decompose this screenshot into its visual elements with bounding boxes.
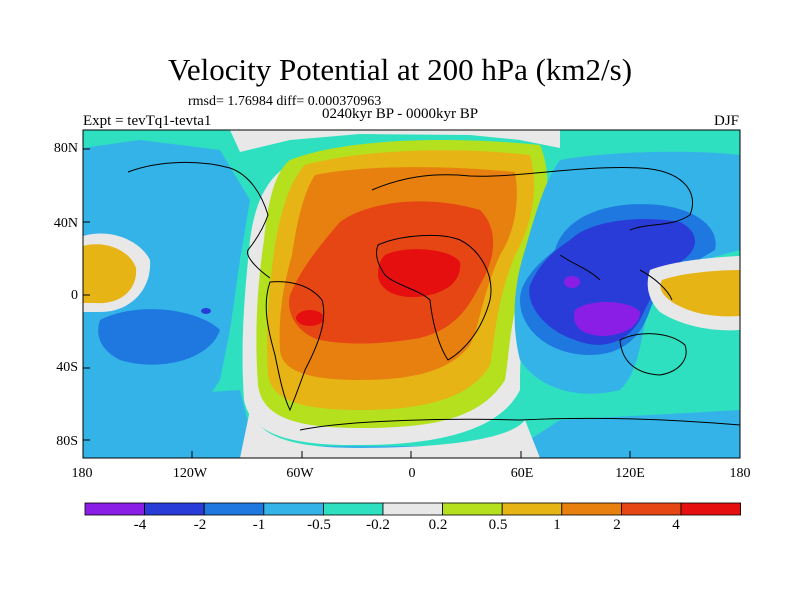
- coast-antarctica: [299, 417, 740, 431]
- colorbar-swatch: [84, 502, 145, 516]
- field-pacific-yellow: [83, 244, 137, 304]
- lon-label-180w: 180: [71, 466, 93, 481]
- lat-label-80s: 80S: [56, 434, 78, 449]
- colorbar-label: 4: [672, 517, 680, 533]
- colorbar-label: 2: [613, 517, 621, 533]
- lon-label-180e: 180: [729, 466, 751, 481]
- stats-text: rmsd= 1.76984 diff= 0.000370963: [188, 94, 382, 109]
- colorbar-label: -1: [252, 517, 266, 533]
- lon-label-60w: 60W: [286, 466, 314, 481]
- colorbar-swatch: [621, 502, 682, 516]
- field-south-white: [240, 410, 540, 458]
- coast-south-america: [265, 281, 325, 412]
- field-purple-spot: [564, 276, 580, 288]
- colorbar-label: 0.5: [488, 517, 508, 533]
- colorbar-label: -2: [193, 517, 207, 533]
- field-pacific-dark-spot: [201, 308, 211, 314]
- colorbar-swatch: [263, 502, 324, 516]
- coast-north-america: [127, 161, 271, 279]
- field-wpac-yellow: [660, 270, 740, 317]
- colorbar-label: -0.5: [307, 517, 331, 533]
- colorbar: [84, 502, 741, 516]
- colorbar-label: -4: [133, 517, 147, 533]
- colorbar-swatch: [144, 502, 205, 516]
- experiment-label: Expt = tevTq1-tevta1: [83, 113, 212, 129]
- field-pacific-blue: [98, 309, 220, 365]
- field-indian-dark-blue: [529, 219, 695, 345]
- field-purple-core: [574, 301, 640, 336]
- colorbar-label: 0.2: [428, 517, 448, 533]
- colorbar-swatch: [680, 502, 741, 516]
- coast-australia: [619, 333, 687, 376]
- lat-label-40s: 40S: [56, 360, 78, 375]
- coastlines: [127, 161, 740, 431]
- lat-label-80n: 80N: [53, 141, 78, 156]
- colorbar-label: 1: [553, 517, 561, 533]
- coast-maritime-continent: [559, 254, 673, 301]
- colorbar-label: -0.2: [366, 517, 390, 533]
- lon-label-60e: 60E: [510, 466, 534, 481]
- field-red-core-samerica: [296, 310, 324, 326]
- period-text: 0240kyr BP - 0000kyr BP: [322, 106, 479, 122]
- colorbar-swatch: [442, 502, 503, 516]
- map-title: Velocity Potential at 200 hPa (km2/s): [167, 52, 633, 87]
- colorbar-swatch: [322, 502, 384, 516]
- lon-label-120e: 120E: [615, 466, 645, 481]
- lon-label-120w: 120W: [172, 466, 208, 481]
- coast-africa: [375, 234, 492, 361]
- axis-ticks: [83, 148, 631, 458]
- colorbar-swatch: [382, 502, 443, 516]
- lat-label-0: 0: [71, 288, 78, 303]
- colorbar-swatch: [501, 502, 563, 516]
- coast-eurasia: [371, 167, 693, 231]
- lon-label-0: 0: [408, 466, 416, 481]
- season-label: DJF: [714, 113, 740, 129]
- colorbar-swatch: [203, 502, 265, 516]
- field-red-core-africa: [378, 249, 461, 298]
- field-white-north: [230, 130, 560, 152]
- velocity-potential-field: [83, 130, 740, 458]
- colorbar-swatch: [561, 502, 622, 516]
- lat-label-40n: 40N: [53, 216, 78, 231]
